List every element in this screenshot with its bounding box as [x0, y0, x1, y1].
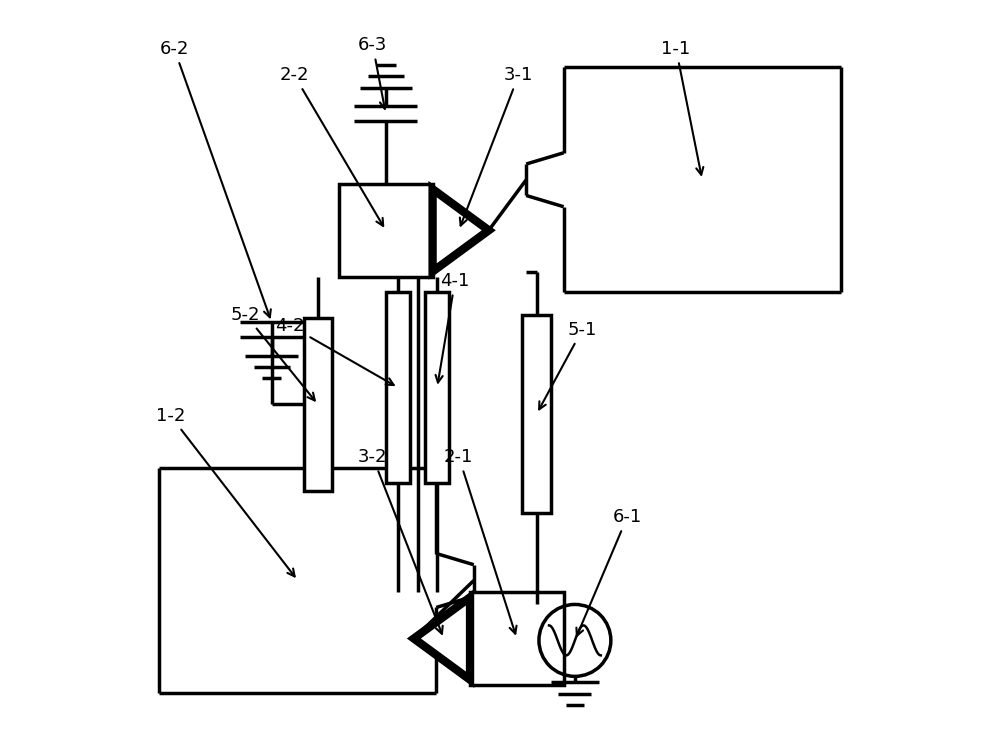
Text: 2-1: 2-1 — [444, 448, 517, 634]
Text: 4-2: 4-2 — [276, 317, 394, 385]
Bar — [304, 318, 332, 491]
Bar — [470, 592, 564, 685]
Text: 6-1: 6-1 — [576, 508, 642, 636]
Polygon shape — [414, 598, 470, 680]
Bar — [386, 292, 410, 483]
Text: 1-1: 1-1 — [661, 40, 703, 175]
Bar — [339, 184, 433, 277]
Text: 3-1: 3-1 — [460, 66, 533, 225]
Text: 6-2: 6-2 — [159, 40, 271, 318]
Polygon shape — [433, 189, 489, 272]
Text: 5-1: 5-1 — [539, 321, 597, 410]
Text: 3-2: 3-2 — [358, 448, 443, 634]
Text: 4-1: 4-1 — [436, 272, 470, 383]
Text: 2-2: 2-2 — [279, 66, 383, 226]
Text: 1-2: 1-2 — [156, 407, 295, 577]
Text: 6-3: 6-3 — [358, 36, 387, 109]
Bar — [522, 315, 551, 513]
Text: 5-2: 5-2 — [231, 306, 315, 401]
Bar — [425, 292, 449, 483]
